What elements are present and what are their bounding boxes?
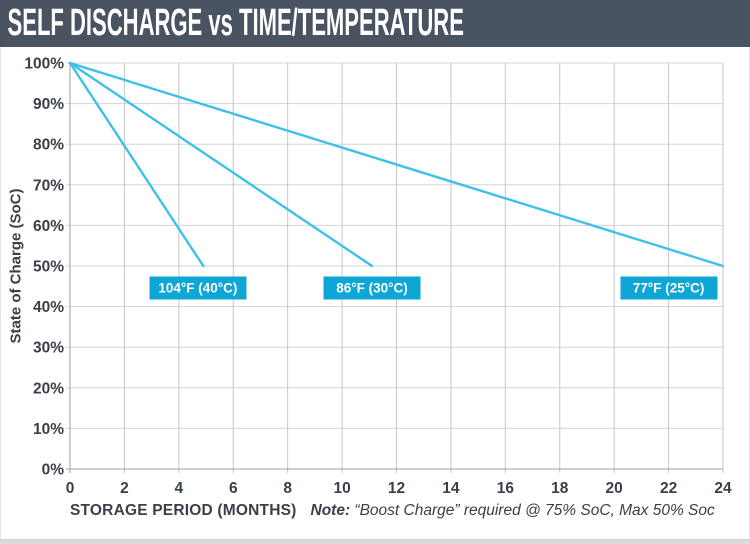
x-tick-label: 0 [66, 480, 75, 497]
y-tick-label: 90% [33, 96, 64, 113]
y-tick-label: 100% [24, 56, 64, 73]
x-tick-label: 10 [333, 480, 350, 497]
x-tick-label: 20 [606, 480, 623, 497]
chart-note: Note: “Boost Charge” required @ 75% SoC,… [311, 502, 715, 520]
y-tick-label: 50% [33, 259, 64, 276]
series-line [68, 61, 374, 268]
y-axis-title: State of Charge (SoC) [7, 188, 25, 344]
y-tick-label: 30% [33, 340, 64, 357]
x-axis-title: STORAGE PERIOD (MONTHS) [70, 502, 297, 519]
y-tick-label: 10% [33, 421, 64, 438]
y-tick-label: 60% [33, 218, 64, 235]
series-label: 104°F (40°C) [149, 276, 247, 300]
x-tick-label: 4 [175, 480, 184, 497]
series-line [68, 61, 725, 268]
x-tick-label: 12 [388, 480, 405, 497]
y-tick-label: 80% [33, 137, 64, 154]
y-tick-label: 40% [33, 299, 64, 316]
series-label: 77°F (25°C) [620, 276, 718, 300]
title-banner: SELF DISCHARGE vs TIME/TEMPERATURE [0, 0, 750, 47]
series-label: 86°F (30°C) [323, 276, 421, 300]
y-tick-label: 70% [33, 177, 64, 194]
page-title: SELF DISCHARGE vs TIME/TEMPERATURE [7, 2, 464, 44]
x-tick-label: 8 [283, 480, 292, 497]
x-tick-label: 6 [229, 480, 238, 497]
bottom-edge-strip [0, 539, 750, 544]
x-tick-label: 18 [551, 480, 569, 497]
chart-caption: STORAGE PERIOD (MONTHS) Note: “Boost Cha… [70, 502, 740, 520]
x-tick-label: 14 [442, 480, 460, 497]
x-tick-label: 22 [660, 480, 677, 497]
series-line [68, 61, 205, 268]
y-tick-label: 0% [42, 462, 65, 479]
y-tick-label: 20% [33, 380, 64, 397]
x-tick-label: 16 [497, 480, 515, 497]
x-tick-label: 24 [714, 480, 732, 497]
note-text: “Boost Charge” required @ 75% SoC, Max 5… [354, 502, 715, 519]
x-tick-label: 2 [120, 480, 129, 497]
note-label: Note: [310, 502, 351, 519]
